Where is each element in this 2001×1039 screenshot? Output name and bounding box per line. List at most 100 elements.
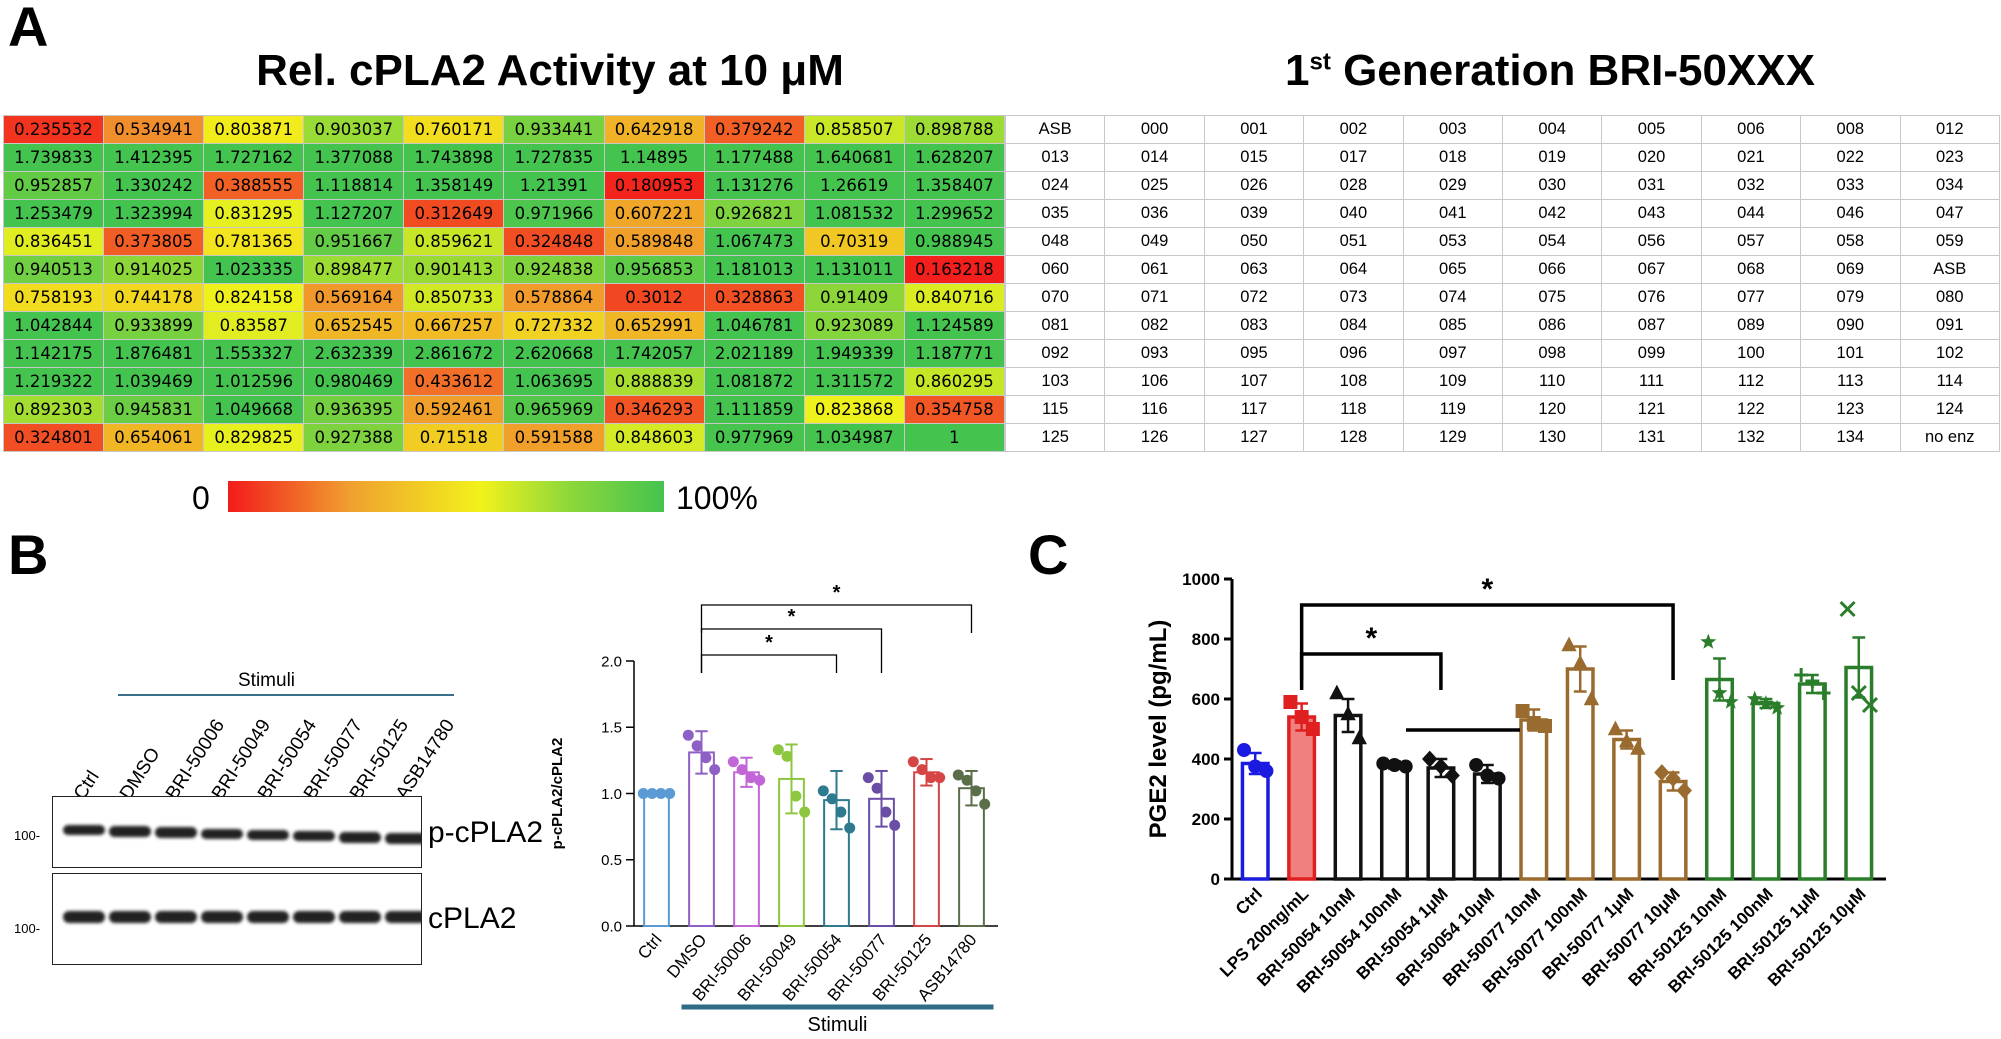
y-tick-label: 600: [1192, 690, 1220, 709]
id-row: 081 082 083 084 085 086 087 089 090 091: [1004, 311, 2001, 340]
id-cell: 118: [1303, 395, 1404, 424]
heatmap-cell: 1.949339: [803, 339, 905, 368]
bar: [1379, 763, 1410, 881]
y-tick-label: 200: [1192, 810, 1220, 829]
id-cell: 122: [1700, 395, 1802, 424]
heatmap-cell: 1.876481: [103, 339, 205, 368]
id-cell: 081: [1004, 311, 1106, 340]
bar: [1751, 701, 1781, 881]
x-tick-label: Ctrl: [634, 930, 666, 962]
heatmap-cell: 0.977969: [703, 423, 805, 452]
significance-bracket: [700, 604, 973, 633]
id-table-title-suffix: Generation BRI-50XXX: [1330, 46, 1815, 95]
id-cell: 101: [1800, 339, 1901, 368]
id-cell: 132: [1700, 423, 1802, 452]
id-cell: ASB: [1004, 115, 1106, 144]
band-p-cpla2: [201, 828, 243, 839]
id-cell: 061: [1104, 255, 1205, 284]
heatmap-cell: 0.607221: [603, 199, 705, 228]
id-cell: 068: [1700, 255, 1802, 284]
heatmap-cell: 2.861672: [403, 339, 505, 368]
id-cell: 071: [1104, 283, 1205, 312]
heatmap-cell: 1.412395: [103, 143, 205, 172]
heatmap-cell: 1.628207: [903, 143, 1006, 172]
data-point: [817, 785, 829, 797]
y-tick-label: 1.5: [601, 720, 622, 737]
heatmap-cell: 0.848603: [603, 423, 705, 452]
data-point: [1491, 771, 1506, 786]
data-point: [1294, 710, 1309, 724]
id-row: ASB 000 001 002 003 004 005 006 008 012: [1004, 115, 2001, 144]
id-row: 013 014 015 017 018 019 020 021 022 023: [1004, 143, 2001, 172]
significance-bracket: [1299, 652, 1443, 690]
id-cell: 100: [1700, 339, 1802, 368]
heatmap-cell: 0.354758: [903, 395, 1006, 424]
heatmap-cell: 1.124589: [903, 311, 1006, 340]
data-point: [1351, 729, 1367, 745]
id-cell: 090: [1800, 311, 1901, 340]
data-point: [1561, 636, 1577, 652]
data-point: [1422, 750, 1438, 768]
id-cell: 116: [1104, 395, 1205, 424]
id-cell: 079: [1800, 283, 1901, 312]
blot-p-cpla2: [52, 796, 422, 868]
heatmap-cell: 1.640681: [803, 143, 905, 172]
heatmap-row: 0.836451 0.373805 0.781365 0.951667 0.859621…: [2, 227, 1006, 256]
id-cell: 095: [1203, 339, 1305, 368]
data-point: [1340, 705, 1356, 721]
heatmap-cell: 0.914025: [103, 255, 205, 284]
significance-bracket: [700, 654, 838, 673]
heatmap-cell: 0.936395: [303, 395, 405, 424]
heatmap-cell: 0.940513: [2, 255, 105, 284]
heatmap-cell: 2.632339: [303, 339, 405, 368]
data-point: [1711, 684, 1728, 700]
data-point: [862, 772, 874, 784]
id-cell: 092: [1004, 339, 1106, 368]
band-p-cpla2: [247, 829, 289, 840]
id-cell: 129: [1402, 423, 1503, 452]
heatmap-cell: 0.324801: [2, 423, 105, 452]
data-point: [772, 744, 784, 756]
bar: [643, 792, 670, 927]
id-cell: 069: [1800, 255, 1901, 284]
id-cell: 034: [1899, 171, 2001, 200]
id-cell: 096: [1303, 339, 1404, 368]
data-point: [1259, 764, 1274, 778]
bar: [688, 751, 715, 927]
heatmap-cell: 1.039469: [103, 367, 205, 396]
data-point: [1283, 695, 1298, 709]
data-point: [1630, 740, 1646, 755]
id-cell: 087: [1601, 311, 1702, 340]
bar: [958, 787, 985, 927]
heatmap-cell: 0.956853: [603, 255, 705, 284]
id-cell: 053: [1402, 227, 1503, 256]
id-cell: 077: [1700, 283, 1802, 312]
heatmap-cell: 0.388555: [203, 171, 305, 200]
id-row: 092 093 095 096 097 098 099 100 101 102: [1004, 339, 2001, 368]
heatmap-cell: 1.727162: [203, 143, 305, 172]
y-tick-label: 1000: [1182, 570, 1220, 589]
heatmap-cell: 0.312649: [403, 199, 505, 228]
band-cpla2: [155, 911, 197, 923]
id-cell: 026: [1203, 171, 1305, 200]
heatmap-cell: 0.83587: [203, 311, 305, 340]
id-cell: 049: [1104, 227, 1205, 256]
data-point: [889, 819, 901, 831]
heatmap-row: 1.739833 1.412395 1.727162 1.377088 1.743898…: [2, 143, 1006, 172]
data-point: [1805, 674, 1820, 688]
id-cell: 110: [1501, 367, 1603, 396]
heatmap-row: 0.892303 0.945831 1.049668 0.936395 0.592461…: [2, 395, 1006, 424]
heatmap-cell: 0.71518: [403, 423, 505, 452]
id-cell: 058: [1800, 227, 1901, 256]
id-cell: 112: [1700, 367, 1802, 396]
mw-label-top: 100-: [14, 828, 41, 843]
id-cell: 048: [1004, 227, 1106, 256]
heatmap-cell: 0.859621: [403, 227, 505, 256]
data-point: [1769, 699, 1786, 715]
data-point: [844, 822, 856, 834]
heatmap-cell: 0.592461: [403, 395, 505, 424]
id-cell: 006: [1700, 115, 1802, 144]
heatmap-cell: 0.829825: [203, 423, 305, 452]
id-cell: 115: [1004, 395, 1106, 424]
